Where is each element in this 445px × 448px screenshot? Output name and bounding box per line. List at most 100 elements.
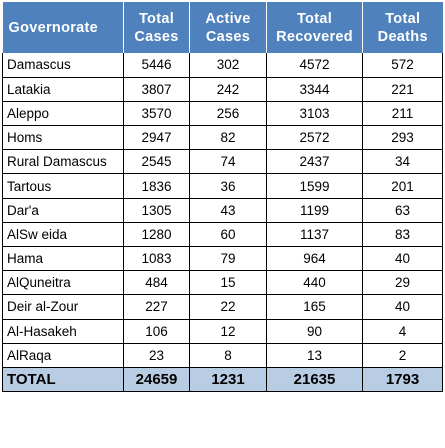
governorate-cell: Deir al-Zour [2, 294, 124, 320]
table-row: Rural Damascus 2545 74 2437 34 [2, 149, 443, 175]
header-total-cases-line2: Cases [134, 28, 179, 45]
deaths-cell: 40 [362, 294, 443, 320]
total-cases-cell: 1836 [123, 173, 190, 199]
table-row: Damascus 5446 302 4572 572 [2, 53, 443, 78]
header-total-cases[interactable]: Total Cases [123, 2, 190, 53]
deaths-cell: 83 [362, 221, 443, 248]
recovered-cell: 165 [266, 294, 363, 320]
deaths-cell: 293 [362, 125, 443, 151]
table-row: Dar'a 1305 43 1199 63 [2, 197, 443, 223]
header-total-deaths[interactable]: Total Deaths [362, 2, 443, 53]
table-row: Deir al-Zour 227 22 165 40 [2, 294, 443, 320]
table-row: Hama 1083 79 964 40 [2, 245, 443, 272]
recovered-cell: 1199 [266, 197, 363, 223]
deaths-cell: 4 [362, 318, 443, 344]
total-cases-cell: 1305 [123, 197, 190, 223]
total-cases-cell: 3570 [123, 100, 190, 127]
active-cases-cell: 74 [189, 149, 267, 175]
recovered-cell: 440 [266, 270, 363, 296]
governorate-cell: AlQuneitra [2, 270, 124, 296]
recovered-cell: 13 [266, 342, 363, 368]
total-cases-cell: 23 [123, 342, 190, 368]
header-total-recovered[interactable]: Total Recovered [266, 2, 363, 53]
governorate-cell: Tartous [2, 173, 124, 199]
header-total-recovered-line1: Total [296, 10, 333, 27]
deaths-cell: 572 [362, 53, 443, 78]
governorate-cell: Al-Hasakeh [2, 318, 124, 344]
total-cases-cell: 1280 [123, 221, 190, 248]
deaths-cell: 63 [362, 197, 443, 223]
governorate-cell: Hama [2, 245, 124, 272]
deaths-cell: 40 [362, 245, 443, 272]
total-active-cases-cell: 1231 [189, 366, 267, 392]
table-row: Aleppo 3570 256 3103 211 [2, 100, 443, 127]
recovered-cell: 3344 [266, 76, 363, 102]
governorate-cell: Dar'a [2, 197, 124, 223]
covid-cases-table: Governorate Total Cases Active Cases Tot… [2, 2, 443, 392]
deaths-cell: 2 [362, 342, 443, 368]
governorate-cell: Damascus [2, 53, 124, 78]
header-active-cases-line1: Active [205, 10, 251, 27]
active-cases-cell: 22 [189, 294, 267, 320]
active-cases-cell: 8 [189, 342, 267, 368]
recovered-cell: 964 [266, 245, 363, 272]
header-row: Governorate Total Cases Active Cases Tot… [2, 2, 443, 53]
table-row: Al-Hasakeh 106 12 90 4 [2, 318, 443, 344]
header-governorate-label: Governorate [8, 19, 99, 36]
header-active-cases[interactable]: Active Cases [189, 2, 267, 53]
recovered-cell: 1599 [266, 173, 363, 199]
header-governorate[interactable]: Governorate [2, 2, 124, 53]
deaths-cell: 29 [362, 270, 443, 296]
table-row: AlRaqa 23 8 13 2 [2, 342, 443, 368]
deaths-cell: 201 [362, 173, 443, 199]
total-cases-cell: 5446 [123, 53, 190, 78]
total-cases-cell: 3807 [123, 76, 190, 102]
table-row: Tartous 1836 36 1599 201 [2, 173, 443, 199]
deaths-cell: 211 [362, 100, 443, 127]
total-cases-cell: 2947 [123, 125, 190, 151]
total-governorate-cell: TOTAL [2, 366, 124, 392]
table-body: Damascus 5446 302 4572 572 Latakia 3807 242 3344… [2, 53, 443, 392]
total-recovered-cell: 21635 [266, 366, 363, 392]
total-row: TOTAL 24659 1231 21635 1793 [2, 366, 443, 392]
total-deaths-cell: 1793 [362, 366, 443, 392]
deaths-cell: 221 [362, 76, 443, 102]
active-cases-cell: 82 [189, 125, 267, 151]
active-cases-cell: 15 [189, 270, 267, 296]
total-total-cases-cell: 24659 [123, 366, 190, 392]
header-total-deaths-line2: Deaths [377, 28, 428, 45]
header-active-cases-line2: Cases [205, 28, 251, 45]
recovered-cell: 90 [266, 318, 363, 344]
total-cases-cell: 227 [123, 294, 190, 320]
recovered-cell: 2572 [266, 125, 363, 151]
active-cases-cell: 242 [189, 76, 267, 102]
active-cases-cell: 36 [189, 173, 267, 199]
header-total-recovered-line2: Recovered [276, 28, 353, 45]
recovered-cell: 4572 [266, 53, 363, 78]
governorate-cell: Homs [2, 125, 124, 151]
recovered-cell: 1137 [266, 221, 363, 248]
total-cases-cell: 106 [123, 318, 190, 344]
active-cases-cell: 60 [189, 221, 267, 248]
header-total-deaths-line1: Total [385, 10, 421, 27]
governorate-cell: AlSw eida [2, 221, 124, 248]
table-row: Latakia 3807 242 3344 221 [2, 76, 443, 102]
active-cases-cell: 12 [189, 318, 267, 344]
table-row: Homs 2947 82 2572 293 [2, 125, 443, 151]
table-container: Governorate Total Cases Active Cases Tot… [2, 2, 443, 392]
table-row: AlSw eida 1280 60 1137 83 [2, 221, 443, 248]
governorate-cell: Rural Damascus [2, 149, 124, 175]
recovered-cell: 3103 [266, 100, 363, 127]
active-cases-cell: 302 [189, 53, 267, 78]
governorate-cell: Latakia [2, 76, 124, 102]
table-row: AlQuneitra 484 15 440 29 [2, 270, 443, 296]
active-cases-cell: 79 [189, 245, 267, 272]
governorate-cell: AlRaqa [2, 342, 124, 368]
deaths-cell: 34 [362, 149, 443, 175]
header-total-cases-line1: Total [138, 10, 175, 27]
active-cases-cell: 256 [189, 100, 267, 127]
recovered-cell: 2437 [266, 149, 363, 175]
total-cases-cell: 2545 [123, 149, 190, 175]
total-cases-cell: 1083 [123, 245, 190, 272]
total-cases-cell: 484 [123, 270, 190, 296]
